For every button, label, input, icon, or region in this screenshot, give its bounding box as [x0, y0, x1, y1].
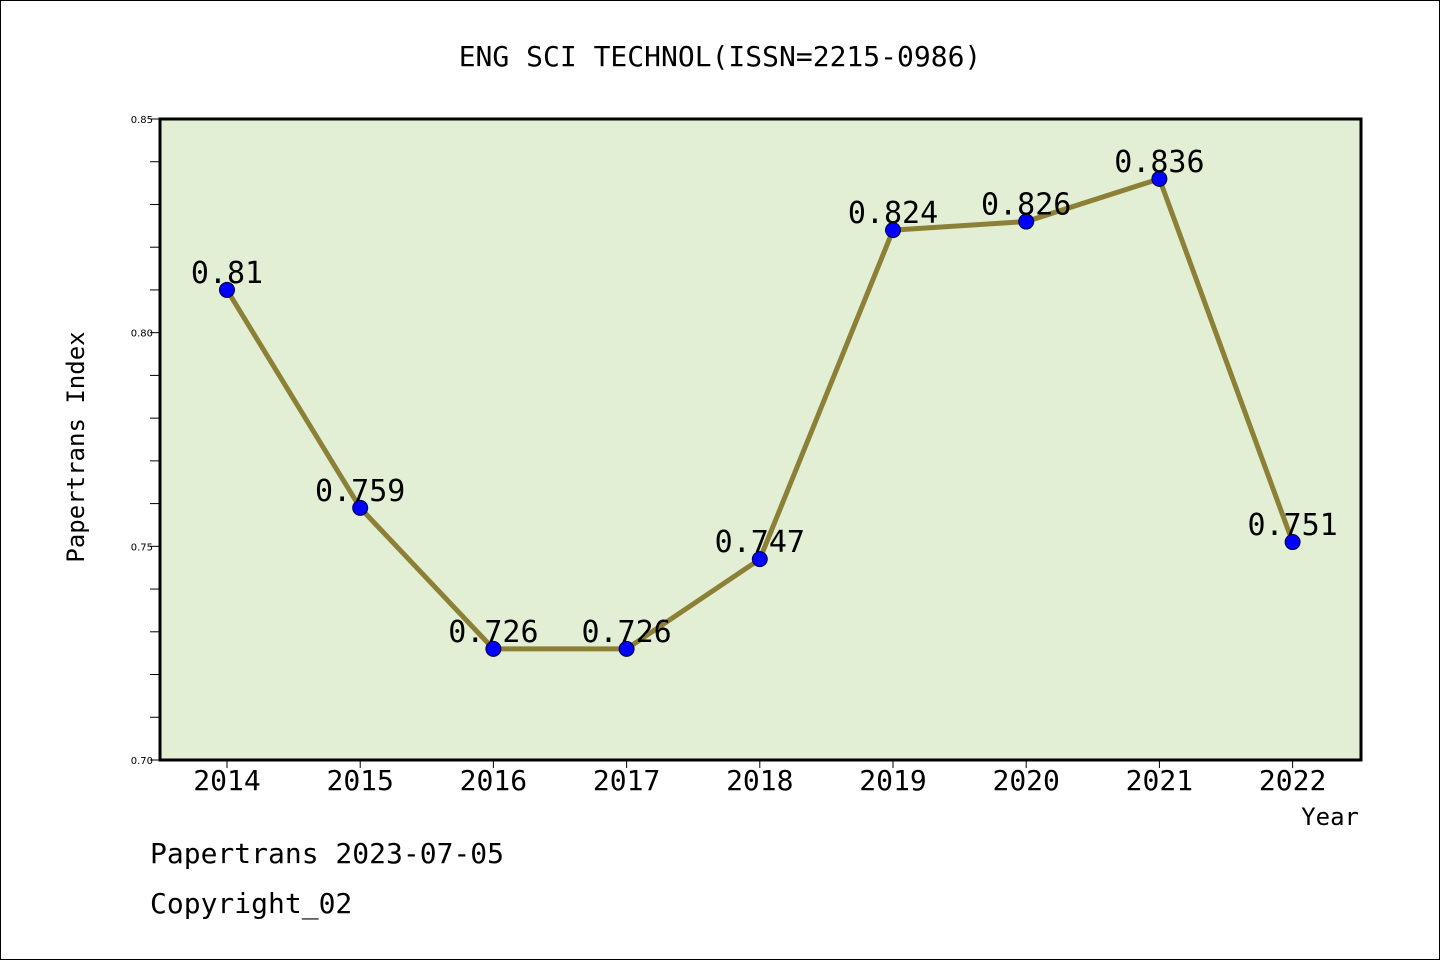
data-value-label: 0.726 — [581, 615, 671, 650]
data-point-marker — [1284, 534, 1301, 551]
x-tick-label: 2014 — [193, 764, 260, 797]
footer-copyright: Copyright_02 — [150, 887, 352, 921]
data-value-label: 0.826 — [981, 188, 1071, 223]
data-point-marker — [885, 222, 901, 239]
data-point-marker — [219, 281, 235, 298]
data-point-marker — [751, 551, 768, 568]
y-axis: 0.70 0.75 0.80 0.85 — [131, 115, 160, 767]
chart-title: ENG SCI TECHNOL(ISSN=2215-0986) — [459, 40, 982, 73]
data-value-label: 0.751 — [1247, 508, 1337, 543]
data-value-label: 0.747 — [715, 525, 805, 560]
data-point-marker — [618, 640, 635, 657]
data-point-marker — [1151, 170, 1168, 187]
x-tick-label: 2021 — [1126, 764, 1193, 797]
y-tick-label: 0.80 — [131, 329, 153, 340]
data-value-label: 0.759 — [315, 474, 405, 509]
y-tick-label: 0.70 — [131, 756, 153, 767]
data-value-label: 0.824 — [848, 196, 938, 231]
y-tick-label: 0.85 — [131, 115, 153, 126]
x-tick-label: 2017 — [593, 764, 660, 797]
x-tick-label: 2022 — [1259, 764, 1326, 797]
x-axis-label: Year — [1301, 803, 1359, 831]
x-tick-label: 2019 — [859, 764, 926, 797]
data-point-marker — [485, 640, 502, 657]
plot-area — [158, 117, 1363, 762]
y-axis-label: Papertrans Index — [62, 331, 90, 562]
data-point-marker — [1018, 213, 1035, 230]
footer-date: Papertrans 2023-07-05 — [150, 837, 504, 870]
data-points — [219, 170, 1301, 657]
data-value-label: 0.81 — [191, 256, 263, 291]
data-value-label: 0.726 — [448, 615, 538, 650]
data-labels: 0.81 0.759 0.726 0.726 0.747 0.824 0.826 0.836 0… — [191, 145, 1338, 650]
x-tick-label: 2015 — [326, 764, 393, 797]
x-tick-label: 2018 — [726, 764, 793, 797]
y-tick-label: 0.75 — [131, 542, 153, 553]
x-tick-label: 2016 — [460, 764, 527, 797]
data-value-label: 0.836 — [1114, 145, 1204, 180]
x-axis: 2014 2015 2016 2017 2018 2019 2020 2021 2022 — [193, 760, 1326, 797]
data-point-marker — [352, 499, 369, 516]
x-tick-label: 2020 — [992, 764, 1059, 797]
